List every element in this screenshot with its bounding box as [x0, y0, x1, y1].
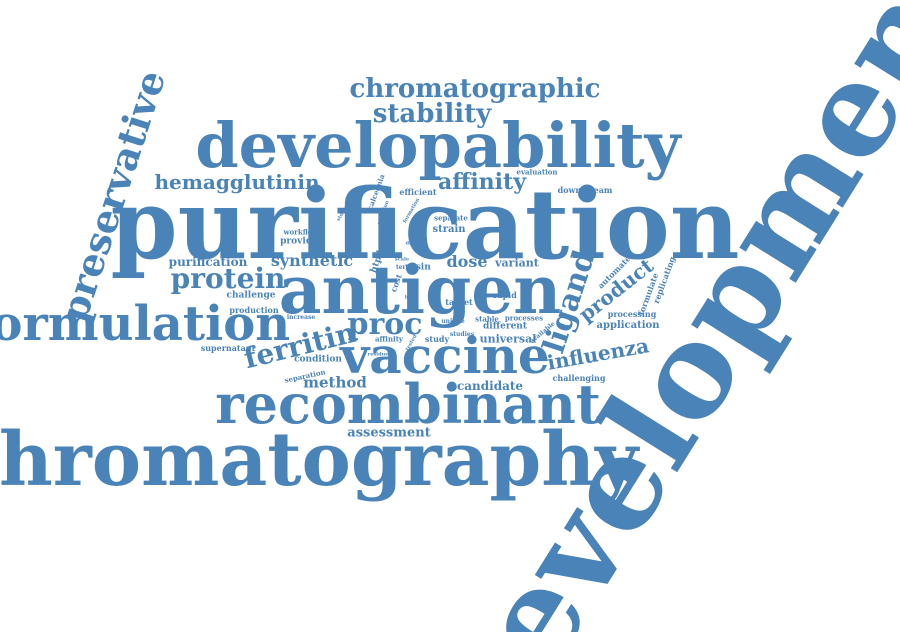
word-formulation: formulation — [0, 296, 291, 352]
word-resin: resin — [405, 262, 431, 273]
word-assessment: assessment — [347, 425, 431, 441]
word-provide: provide — [280, 236, 318, 247]
word-synthetic: synthetic — [270, 251, 354, 270]
word-variant: variant — [495, 256, 539, 270]
word-bulk: bulk — [404, 294, 418, 301]
word-unique: unique — [441, 318, 465, 325]
word-scale: scale — [394, 256, 410, 263]
word-chromatography: chromatography — [0, 417, 639, 503]
word-target: target — [445, 297, 473, 307]
word-condition: condition — [294, 354, 342, 365]
word-rapid: rapid — [493, 290, 517, 300]
word-strain: strain — [432, 224, 466, 235]
word-workflow: workflow — [283, 227, 319, 237]
word-challenge: challenge — [226, 290, 276, 301]
word-purification: purification — [110, 168, 740, 281]
word-hemagglutinin: hemagglutinin — [154, 170, 320, 194]
word-chromatographic: chromatographic — [349, 74, 601, 104]
word-developability: developability — [195, 109, 681, 182]
word-antigen: antigen — [278, 251, 562, 329]
word-efficient: efficient — [399, 187, 437, 197]
word-term: term — [395, 264, 413, 271]
word-protein: protein — [170, 262, 286, 295]
word-universal: universal — [479, 332, 537, 346]
word-processing: processing — [607, 309, 657, 319]
word-dose: dose — [446, 252, 488, 271]
word-evaluation: evaluation — [516, 167, 558, 177]
word-stability: stability — [372, 99, 492, 129]
word-production: production — [229, 305, 279, 315]
word-stable: stable — [475, 314, 499, 324]
word-processes: processes — [504, 313, 544, 323]
word-candidate: candidate — [456, 379, 524, 393]
word-recombinant: recombinant — [215, 372, 601, 436]
word-affinity: affinity — [438, 169, 526, 195]
word-downstream: downstream — [557, 185, 613, 195]
word-different: different — [483, 321, 527, 332]
word-method: method — [303, 373, 367, 392]
word-separate: separate — [434, 213, 468, 223]
word-increase: increase — [286, 314, 316, 321]
word-vaccine: vaccine — [340, 326, 550, 385]
word-affinity-small: affinity — [375, 334, 403, 344]
word-study: study — [424, 334, 450, 344]
word-proc: proc — [347, 307, 423, 342]
word-challenging: challenging — [552, 373, 606, 383]
word-purification-small: purification — [168, 255, 248, 269]
word-studies: studies — [449, 331, 475, 338]
word-residue: residue — [367, 351, 389, 358]
word-supernatant: supernatant — [200, 343, 256, 353]
word-dose-small: dose — [405, 240, 419, 247]
word-application: application — [596, 320, 660, 331]
